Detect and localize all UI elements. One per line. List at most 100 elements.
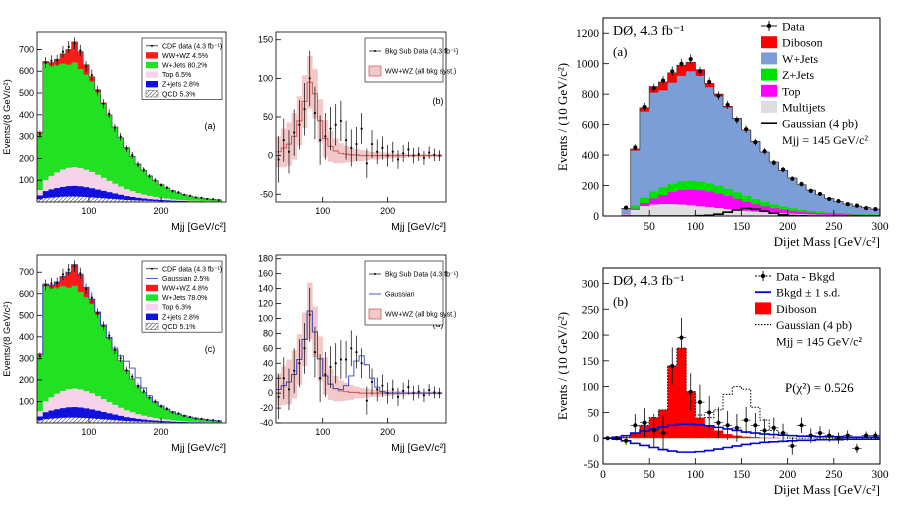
plot-area-cdf-a [37, 37, 223, 202]
data-point [217, 198, 220, 202]
zjets-bar [129, 418, 136, 423]
x-tick-label: 150 [733, 469, 751, 481]
data-point [119, 135, 122, 138]
data-point [725, 423, 730, 428]
legend-label: Bkg Sub Data (4.3 fb⁻¹) [385, 272, 458, 279]
top-bar [60, 169, 67, 202]
zjets-bar [65, 186, 73, 202]
wjets-bar [843, 203, 853, 216]
data-point [177, 412, 180, 415]
diboson-bar [686, 391, 696, 439]
wjets-bar [192, 197, 199, 202]
diboson-bar [695, 417, 705, 439]
data-point [836, 436, 841, 441]
y-tick-label: 100 [19, 396, 34, 406]
wjets-bar [112, 350, 119, 423]
top-bar [732, 198, 742, 216]
legend-label: WW+WZ (all bkg syst.) [385, 312, 456, 319]
legend-label: Diboson [776, 302, 817, 316]
data-point [73, 42, 76, 45]
data-point [211, 198, 215, 201]
zjets-bar [117, 415, 124, 423]
top-bar [146, 195, 153, 202]
zjets-bar [135, 418, 142, 423]
multijets-bar [713, 208, 724, 216]
zjets-bar [60, 408, 67, 423]
data-point [365, 162, 368, 165]
data-point [183, 193, 186, 196]
wjets-bar [83, 74, 90, 202]
qcd-bar [60, 417, 67, 423]
y-tick-label: 100 [258, 313, 273, 323]
y-tick-label: 50 [588, 407, 600, 419]
top-bar [100, 399, 107, 423]
x-axis-label: Mjj [GeV/c²] [391, 221, 446, 233]
top-bar [787, 210, 798, 216]
multijets-bar [658, 204, 669, 216]
data-point [744, 127, 749, 132]
zjets-bar [152, 199, 159, 202]
data-point [697, 400, 703, 405]
multijets-bar [667, 204, 678, 216]
data-point [334, 123, 337, 126]
wjets-bar [94, 92, 101, 202]
legend-label: CDF data (4.3 fb⁻¹) [162, 43, 222, 50]
data-point [836, 198, 841, 204]
y-axis-label: Events / (10 GeV/c²) [555, 63, 570, 171]
zjets-bar [146, 420, 153, 423]
data-point [56, 59, 59, 62]
wjets-bar [117, 137, 124, 202]
qcd-bar [123, 421, 130, 423]
qcd-bar [60, 196, 67, 202]
data-point [864, 205, 869, 211]
data-point [125, 147, 128, 150]
top-bar [54, 172, 61, 202]
multijets-bar [639, 206, 650, 216]
wjets-bar [158, 405, 165, 423]
legend-swatch [146, 52, 158, 59]
x-tick-label: 0 [600, 469, 606, 481]
y-tick-label: 400 [19, 332, 34, 342]
legend-label: CDF data (4.3 fb⁻¹) [162, 266, 222, 273]
plot-frame [36, 31, 227, 203]
data-point [102, 324, 105, 328]
wjets-bar [163, 409, 171, 423]
chart-d0-a: 50 100 150 200 250 300 0 200 400 600 800 1000 1200 Di… [555, 17, 889, 249]
data-point [171, 190, 174, 193]
data-point [688, 57, 693, 62]
wjets-bar [106, 338, 113, 423]
qcd-bar [112, 420, 119, 423]
data-point [339, 119, 342, 122]
top-bar [750, 204, 761, 216]
wwwz-line [276, 81, 443, 157]
legend-label: Mjj = 145 GeV/c² [776, 334, 862, 348]
data-point [688, 389, 693, 394]
zjets-bar [112, 193, 119, 202]
data-point [707, 410, 712, 415]
wjets-bar [169, 411, 176, 423]
data-point [282, 377, 285, 380]
data-point [376, 388, 379, 391]
y-tick-label: 160 [258, 269, 273, 279]
data-point [303, 347, 306, 350]
legend-swatch [761, 84, 777, 97]
wjets-bar [658, 90, 669, 216]
data-point [386, 392, 389, 395]
x-tick-label: 100 [687, 469, 705, 481]
qcd-bar [129, 200, 136, 202]
data-point [303, 108, 306, 111]
bkgd-lower-line [603, 437, 880, 453]
zjets-bar [48, 189, 55, 202]
data-point [324, 135, 327, 138]
plot-area-d0-a [621, 54, 880, 216]
legend-label: W+Jets 78.0% [162, 295, 207, 302]
legend-band [368, 308, 382, 320]
data-point [313, 350, 317, 354]
y-tick-label: 600 [582, 120, 600, 132]
data-point [864, 433, 869, 438]
data-point [282, 139, 285, 142]
total-outline [621, 61, 880, 210]
wjets-bar [152, 402, 159, 423]
data-point [108, 334, 111, 337]
data-point [817, 191, 823, 197]
